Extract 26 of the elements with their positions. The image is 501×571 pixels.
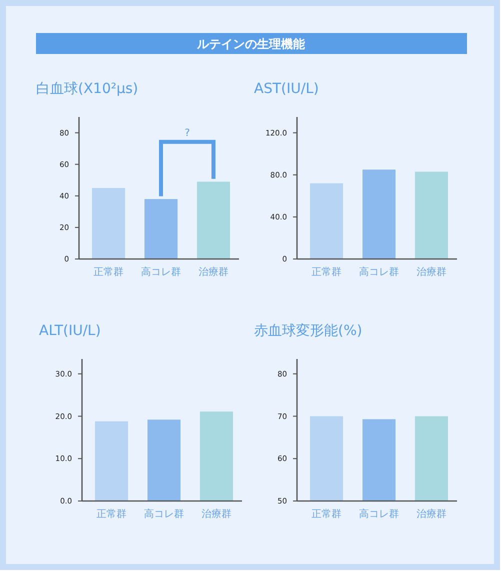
bar bbox=[414, 172, 448, 259]
bar bbox=[92, 188, 126, 259]
x-tick-label: 正常群 bbox=[312, 508, 342, 520]
bar bbox=[95, 421, 128, 501]
x-tick-label: 治療群 bbox=[201, 508, 232, 520]
x-tick-label: 高コレ群 bbox=[141, 266, 181, 278]
x-tick-label: 治療群 bbox=[198, 266, 228, 278]
bar bbox=[310, 183, 344, 259]
x-tick-label: 正常群 bbox=[312, 266, 342, 278]
text: ルテインの生理機能 bbox=[196, 37, 306, 51]
bar bbox=[147, 420, 181, 501]
chart-title: 赤血球変形能(%) bbox=[254, 323, 362, 339]
x-tick-label: 治療群 bbox=[416, 508, 446, 520]
bar bbox=[362, 170, 396, 259]
bar bbox=[144, 199, 178, 259]
x-tick-label: 正常群 bbox=[96, 508, 127, 520]
x-tick-label: 高コレ群 bbox=[359, 508, 399, 520]
chart-title: AST(IU/L) bbox=[254, 81, 319, 97]
bar bbox=[200, 412, 233, 501]
chart-title: 白血球(X10²μs) bbox=[36, 81, 138, 97]
x-tick-label: 治療群 bbox=[416, 266, 446, 278]
x-tick-label: 正常群 bbox=[94, 266, 124, 278]
annotation: ? bbox=[184, 128, 190, 139]
chart-title: ALT(IU/L) bbox=[39, 323, 101, 339]
x-tick-label: 高コレ群 bbox=[144, 508, 184, 520]
x-tick-label: 高コレ群 bbox=[359, 266, 399, 278]
